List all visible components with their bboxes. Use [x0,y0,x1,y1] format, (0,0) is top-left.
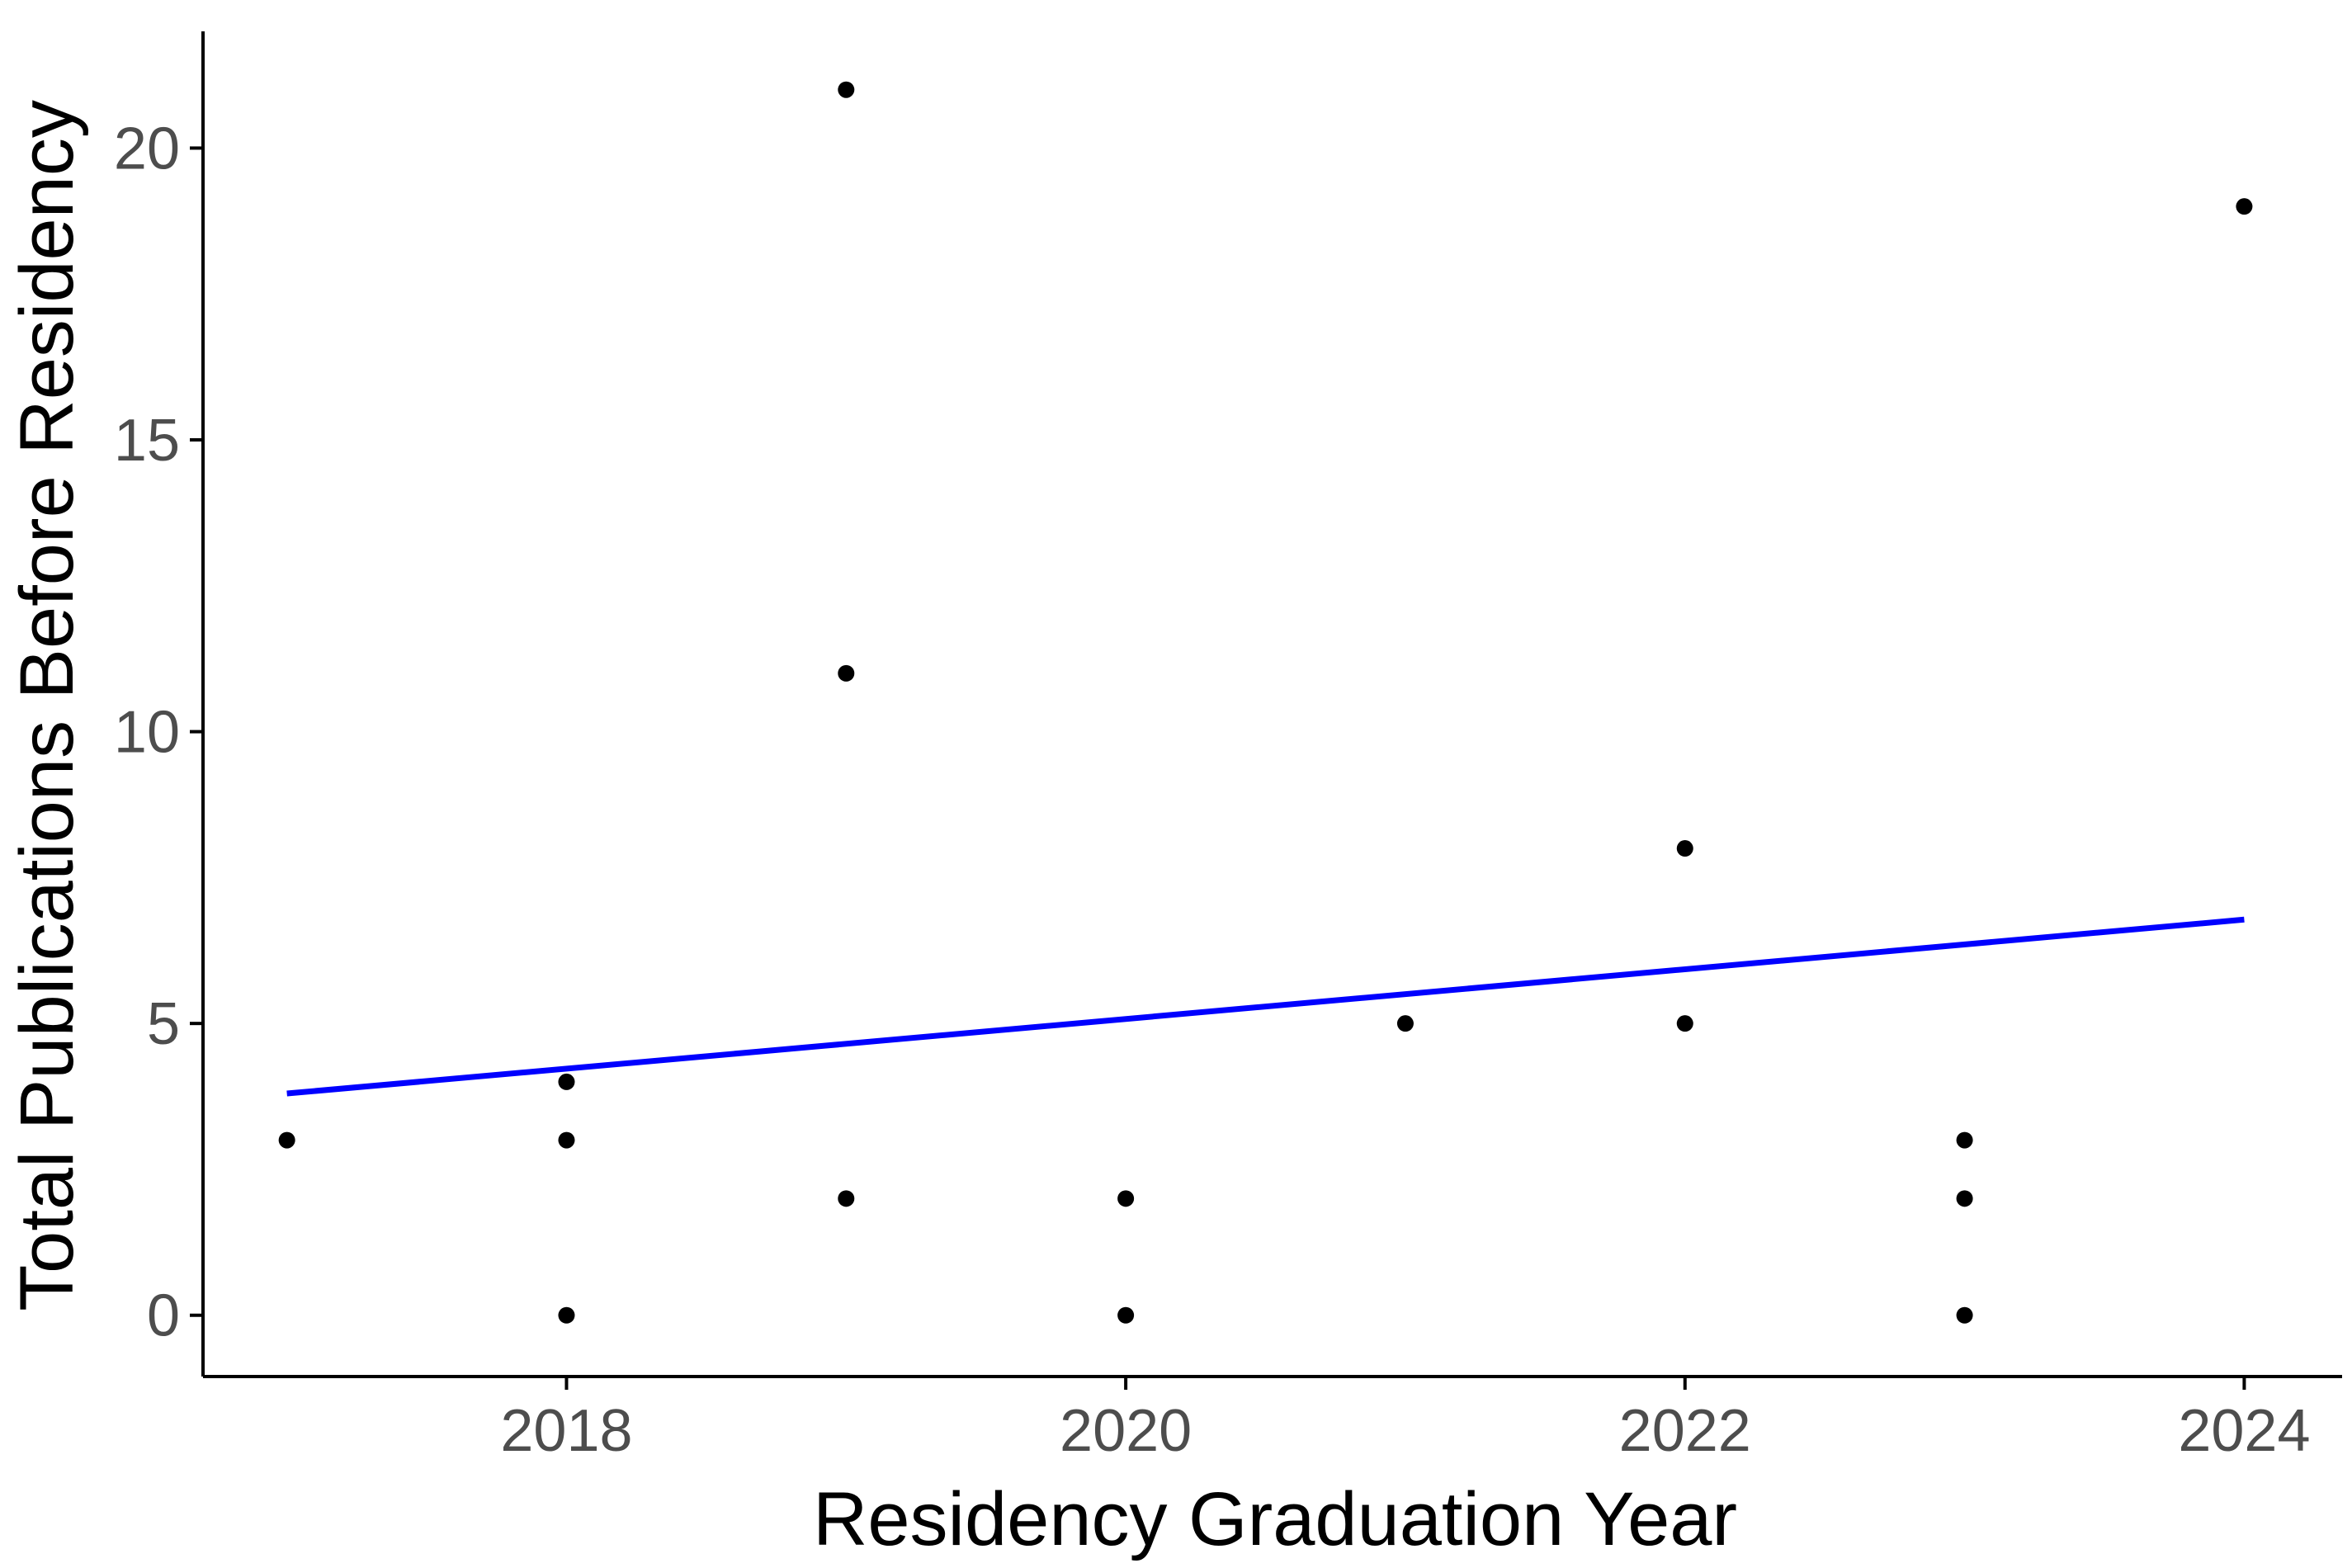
data-point [278,1131,295,1149]
y-tick-label: 15 [114,408,180,474]
data-point [1676,840,1693,857]
data-point [838,1190,855,1207]
points-layer [278,81,2253,1324]
data-point [1956,1190,1973,1207]
y-tick-label: 20 [114,116,180,182]
data-point [558,1131,575,1149]
x-tick-label: 2020 [1060,1398,1192,1464]
data-point [1956,1306,1973,1324]
data-point [1676,1015,1693,1032]
y-tick-label: 0 [147,1283,180,1349]
y-axis-title: Total Publications Before Residency [5,100,89,1311]
data-point [838,81,855,98]
data-point [838,664,855,682]
y-tick-label: 5 [147,991,180,1057]
data-point [1396,1015,1414,1032]
trend-line-layer [286,916,2245,1097]
data-point [1117,1190,1135,1207]
ticks-layer: 2018 2020 2022 2024 0 5 10 15 20 [114,116,2311,1464]
x-tick-label: 2022 [1619,1398,1751,1464]
axes-layer [201,31,2342,1378]
y-tick-label: 10 [114,700,180,766]
data-point [1956,1131,1973,1149]
data-point [2236,198,2253,215]
x-tick-label: 2018 [500,1398,632,1464]
data-point [1117,1306,1135,1324]
x-axis-title: Residency Graduation Year [813,1477,1737,1561]
trend-line [286,916,2245,1097]
data-point [558,1073,575,1090]
x-tick-label: 2024 [2178,1398,2310,1464]
data-point [558,1306,575,1324]
